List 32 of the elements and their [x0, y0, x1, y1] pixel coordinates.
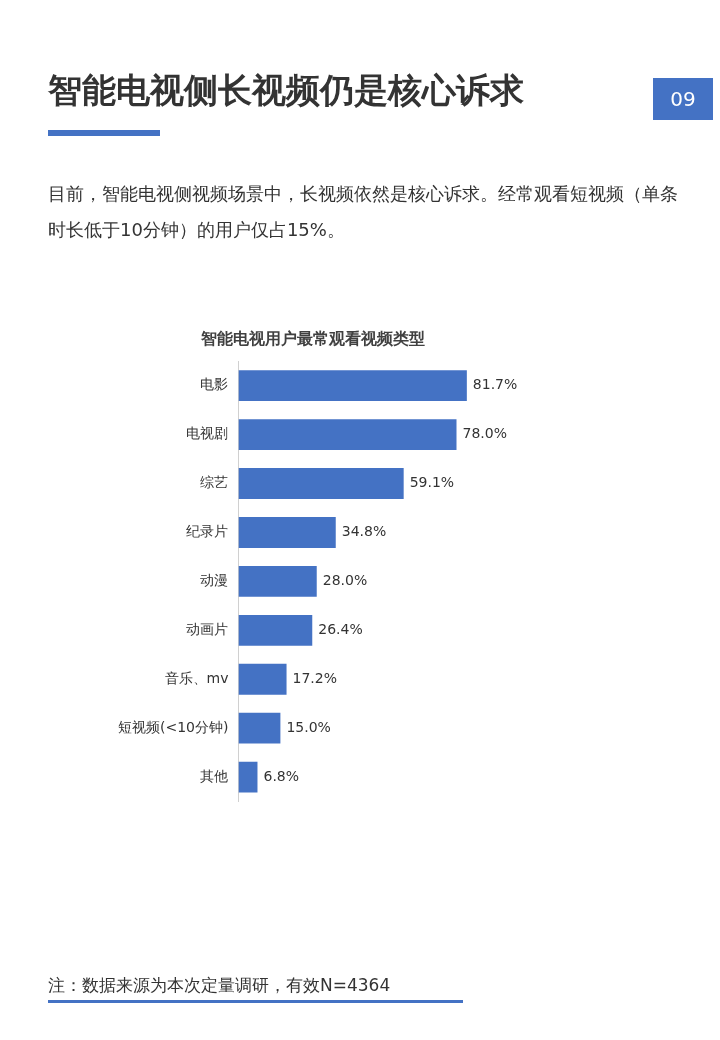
y-tick-label: 动画片 — [186, 620, 229, 637]
data-label: 59.1% — [409, 474, 455, 491]
bar — [238, 419, 457, 451]
y-tick-label: 动漫 — [200, 572, 229, 589]
text: 注：数据来源为本次定量调研，有效N=4364 — [48, 974, 391, 997]
data-label: 34.8% — [341, 523, 387, 540]
bar — [238, 712, 281, 744]
text: 智能电视侧长视频仍是核心诉求 — [48, 69, 524, 112]
y-tick-label: 纪录片 — [186, 523, 229, 540]
bar — [238, 614, 313, 646]
data-label: 6.8% — [263, 767, 300, 784]
chart-title: 智能电视用户最常观看视频类型 — [200, 328, 425, 348]
bar — [238, 663, 287, 695]
y-tick-label: 电视剧 — [186, 425, 229, 442]
data-label: 28.0% — [322, 572, 368, 589]
y-tick-label: 音乐、mv — [164, 669, 229, 686]
bar — [238, 761, 258, 793]
bar — [238, 370, 467, 402]
data-label: 26.4% — [318, 620, 363, 637]
text: 09 — [653, 78, 713, 120]
bar — [238, 565, 317, 597]
y-tick-label: 其他 — [200, 767, 229, 784]
bar — [238, 468, 404, 499]
data-label: 78.0% — [462, 425, 507, 442]
text: 目前，智能电视侧视频场景中，长视频依然是核心诉求。经常观看短视频（单条时长低于10分钟）的用户仅占15%。 — [48, 182, 678, 242]
y-tick-label: 综艺 — [200, 474, 229, 491]
y-tick-label: 电影 — [200, 376, 229, 393]
y-tick-label: 短视频(<10分钟) — [118, 718, 229, 735]
data-label: 15.0% — [286, 718, 331, 735]
bar — [238, 517, 336, 548]
data-label: 81.7% — [472, 376, 518, 393]
data-label: 17.2% — [292, 669, 338, 686]
